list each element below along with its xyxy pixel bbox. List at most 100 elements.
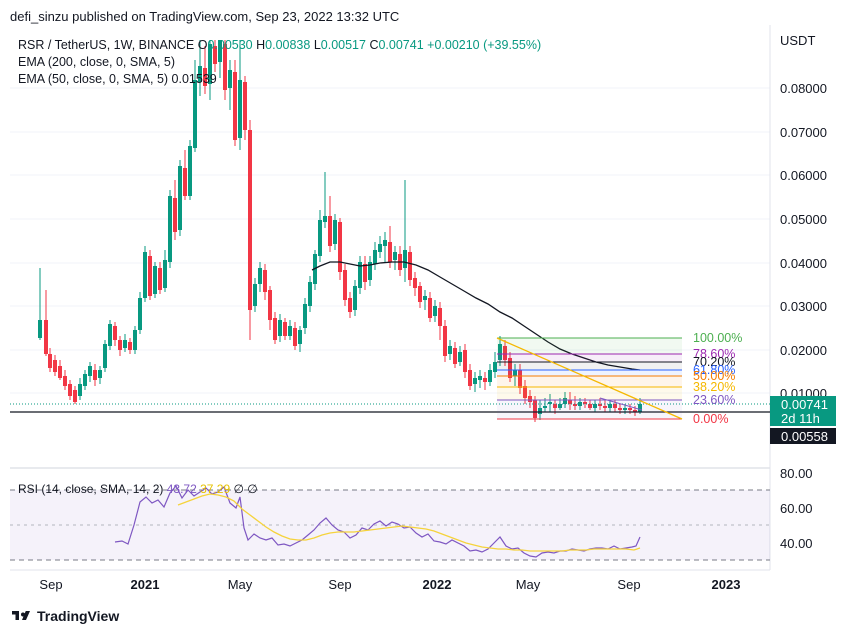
- candle-body[interactable]: [153, 266, 157, 294]
- candles[interactable]: [38, 40, 642, 422]
- candle-body[interactable]: [463, 350, 467, 372]
- candle-body[interactable]: [198, 66, 202, 82]
- candle-body[interactable]: [618, 408, 622, 410]
- candle-body[interactable]: [448, 346, 452, 354]
- candle-body[interactable]: [53, 360, 57, 372]
- candle-body[interactable]: [98, 370, 102, 378]
- candle-body[interactable]: [158, 268, 162, 290]
- candle-body[interactable]: [623, 408, 627, 410]
- candle-body[interactable]: [358, 262, 362, 288]
- candle-body[interactable]: [273, 318, 277, 340]
- candle-body[interactable]: [638, 404, 642, 412]
- candle-body[interactable]: [363, 264, 367, 282]
- candle-body[interactable]: [44, 320, 48, 354]
- candle-body[interactable]: [413, 278, 417, 288]
- candle-body[interactable]: [168, 196, 172, 262]
- candle-body[interactable]: [383, 240, 387, 246]
- candle-body[interactable]: [628, 408, 632, 410]
- candle-body[interactable]: [428, 298, 432, 318]
- candle-body[interactable]: [513, 370, 517, 376]
- candle-body[interactable]: [283, 322, 287, 336]
- candle-body[interactable]: [248, 130, 252, 310]
- candle-body[interactable]: [608, 404, 612, 408]
- candle-body[interactable]: [143, 252, 147, 298]
- candle-body[interactable]: [468, 370, 472, 386]
- candle-body[interactable]: [308, 282, 312, 306]
- candle-body[interactable]: [418, 286, 422, 302]
- candle-body[interactable]: [373, 250, 377, 264]
- rsi-axis[interactable]: 80.00 60.00 40.00: [780, 466, 813, 551]
- candle-body[interactable]: [48, 354, 52, 368]
- candle-body[interactable]: [518, 370, 522, 388]
- candle-body[interactable]: [38, 320, 42, 338]
- symbol-row[interactable]: RSR / TetherUS, 1W, BINANCE O0.00530 H0.…: [18, 37, 541, 54]
- candle-body[interactable]: [253, 284, 257, 306]
- candle-body[interactable]: [498, 344, 502, 360]
- candle-body[interactable]: [258, 268, 262, 284]
- candle-body[interactable]: [353, 286, 357, 310]
- candle-body[interactable]: [218, 40, 222, 62]
- candle-body[interactable]: [593, 404, 597, 408]
- candle-body[interactable]: [303, 304, 307, 328]
- candle-body[interactable]: [203, 68, 207, 86]
- candle-body[interactable]: [433, 306, 437, 316]
- candle-body[interactable]: [368, 262, 372, 280]
- candle-body[interactable]: [133, 330, 137, 350]
- candle-body[interactable]: [543, 406, 547, 408]
- candle-body[interactable]: [263, 270, 267, 292]
- candle-body[interactable]: [438, 308, 442, 326]
- rsi-pane[interactable]: [10, 484, 770, 561]
- candle-body[interactable]: [58, 366, 62, 378]
- candle-body[interactable]: [298, 330, 302, 344]
- candle-body[interactable]: [393, 252, 397, 260]
- candle-body[interactable]: [553, 404, 557, 408]
- candle-body[interactable]: [118, 340, 122, 350]
- candle-body[interactable]: [183, 168, 187, 196]
- candle-body[interactable]: [338, 222, 342, 272]
- ema200-row[interactable]: EMA (200, close, 0, SMA, 5): [18, 54, 541, 71]
- candle-body[interactable]: [123, 340, 127, 348]
- candle-body[interactable]: [328, 216, 332, 246]
- candle-body[interactable]: [348, 298, 352, 312]
- candle-body[interactable]: [558, 404, 562, 408]
- candle-body[interactable]: [538, 408, 542, 414]
- candle-body[interactable]: [68, 384, 72, 396]
- candle-body[interactable]: [453, 348, 457, 364]
- candle-body[interactable]: [493, 362, 497, 372]
- candle-body[interactable]: [483, 378, 487, 382]
- candle-body[interactable]: [163, 260, 167, 288]
- candle-body[interactable]: [213, 46, 217, 64]
- candle-body[interactable]: [333, 220, 337, 244]
- candle-body[interactable]: [188, 146, 192, 196]
- candle-body[interactable]: [318, 220, 322, 256]
- candle-body[interactable]: [508, 358, 512, 378]
- candle-body[interactable]: [573, 404, 577, 406]
- candle-body[interactable]: [138, 298, 142, 330]
- candle-body[interactable]: [633, 410, 637, 412]
- candle-body[interactable]: [103, 344, 107, 368]
- price-axis[interactable]: 0.08000 0.07000 0.06000 0.05000 0.04000 0.030…: [780, 81, 827, 401]
- tradingview-logo[interactable]: TradingView: [10, 608, 119, 624]
- candle-body[interactable]: [278, 320, 282, 336]
- candle-body[interactable]: [288, 326, 292, 336]
- candle-body[interactable]: [228, 70, 232, 88]
- candle-body[interactable]: [268, 290, 272, 320]
- ema50-row[interactable]: EMA (50, close, 0, SMA, 5) 0.01539: [18, 71, 541, 88]
- candle-body[interactable]: [193, 80, 197, 148]
- candle-body[interactable]: [173, 198, 177, 232]
- candle-body[interactable]: [588, 404, 592, 408]
- ema50-line[interactable]: [311, 261, 641, 371]
- rsi-ma-line[interactable]: [177, 493, 641, 552]
- candle-body[interactable]: [423, 296, 427, 300]
- candle-body[interactable]: [243, 82, 247, 130]
- candle-body[interactable]: [63, 376, 67, 386]
- candle-body[interactable]: [408, 252, 412, 280]
- candle-body[interactable]: [583, 402, 587, 404]
- candle-body[interactable]: [603, 406, 607, 408]
- candle-body[interactable]: [548, 402, 552, 404]
- candle-body[interactable]: [598, 404, 602, 406]
- candle-body[interactable]: [563, 398, 567, 404]
- candle-body[interactable]: [78, 384, 82, 396]
- candle-body[interactable]: [233, 72, 237, 140]
